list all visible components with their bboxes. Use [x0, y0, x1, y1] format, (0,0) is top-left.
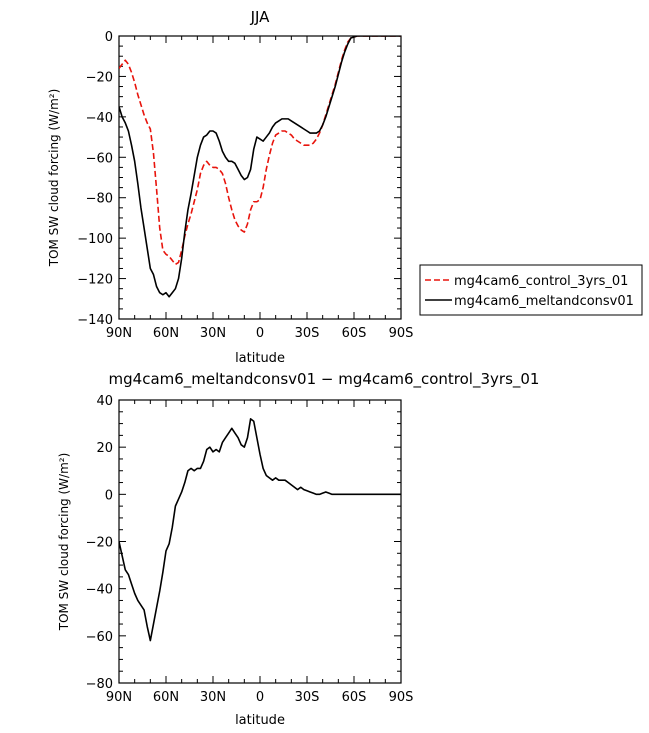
x-tick-label: 90N	[106, 326, 132, 341]
bottom-panel: mg4cam6_meltandconsv01 − mg4cam6_control…	[57, 370, 539, 728]
y-tick-label: −20	[86, 536, 113, 551]
x-tick-label: 0	[256, 690, 264, 705]
x-tick-label: 0	[256, 326, 264, 341]
y-tick-label: −20	[86, 70, 113, 85]
y-tick-label: −80	[86, 192, 113, 207]
y-tick-label: −40	[86, 111, 113, 126]
y-tick-label: −60	[86, 630, 113, 645]
x-tick-label: 90S	[389, 326, 414, 341]
plot-frame	[118, 399, 402, 684]
y-tick-label: −80	[86, 677, 113, 692]
y-tick-label: −100	[77, 232, 113, 247]
series-line-meltandconsv	[119, 418, 401, 642]
y-tick-label: 40	[96, 394, 113, 409]
x-axis-label: latitude	[235, 713, 285, 728]
legend-label: mg4cam6_control_3yrs_01	[454, 274, 628, 289]
x-tick-label: 60N	[153, 326, 179, 341]
y-tick-label: 0	[105, 488, 113, 503]
chart-title: JJA	[250, 8, 271, 26]
y-tick-label: −40	[86, 583, 113, 598]
y-axis-label: TOM SW cloud forcing (W/m²)	[47, 89, 61, 268]
x-tick-label: 30S	[295, 690, 320, 705]
y-tick-label: −60	[86, 151, 113, 166]
legend-label: mg4cam6_meltandconsv01	[454, 294, 634, 309]
legend-box	[419, 264, 643, 316]
x-tick-label: 90S	[389, 690, 414, 705]
x-tick-label: 60S	[342, 326, 367, 341]
series-line-meltandconsv	[119, 36, 401, 298]
plot-frame	[118, 35, 402, 320]
x-tick-label: 60S	[342, 690, 367, 705]
y-tick-label: 0	[105, 30, 113, 45]
top-panel: JJA 90N 60N 30N 0 30S 60S 90S −140 −120 −100 −80 −60…	[47, 8, 643, 366]
series-line-control	[119, 36, 401, 266]
x-axis-label: latitude	[235, 351, 285, 366]
y-tick-label: −140	[77, 313, 113, 328]
x-tick-label: 90N	[106, 690, 132, 705]
x-tick-label: 60N	[153, 690, 179, 705]
x-tick-label: 30S	[295, 326, 320, 341]
y-tick-label: 20	[96, 441, 113, 456]
x-tick-label: 30N	[200, 690, 226, 705]
y-tick-label: −120	[77, 273, 113, 288]
y-axis-label: TOM SW cloud forcing (W/m²)	[57, 453, 71, 632]
x-tick-label: 30N	[200, 326, 226, 341]
chart-title: mg4cam6_meltandconsv01 − mg4cam6_control…	[109, 370, 540, 389]
